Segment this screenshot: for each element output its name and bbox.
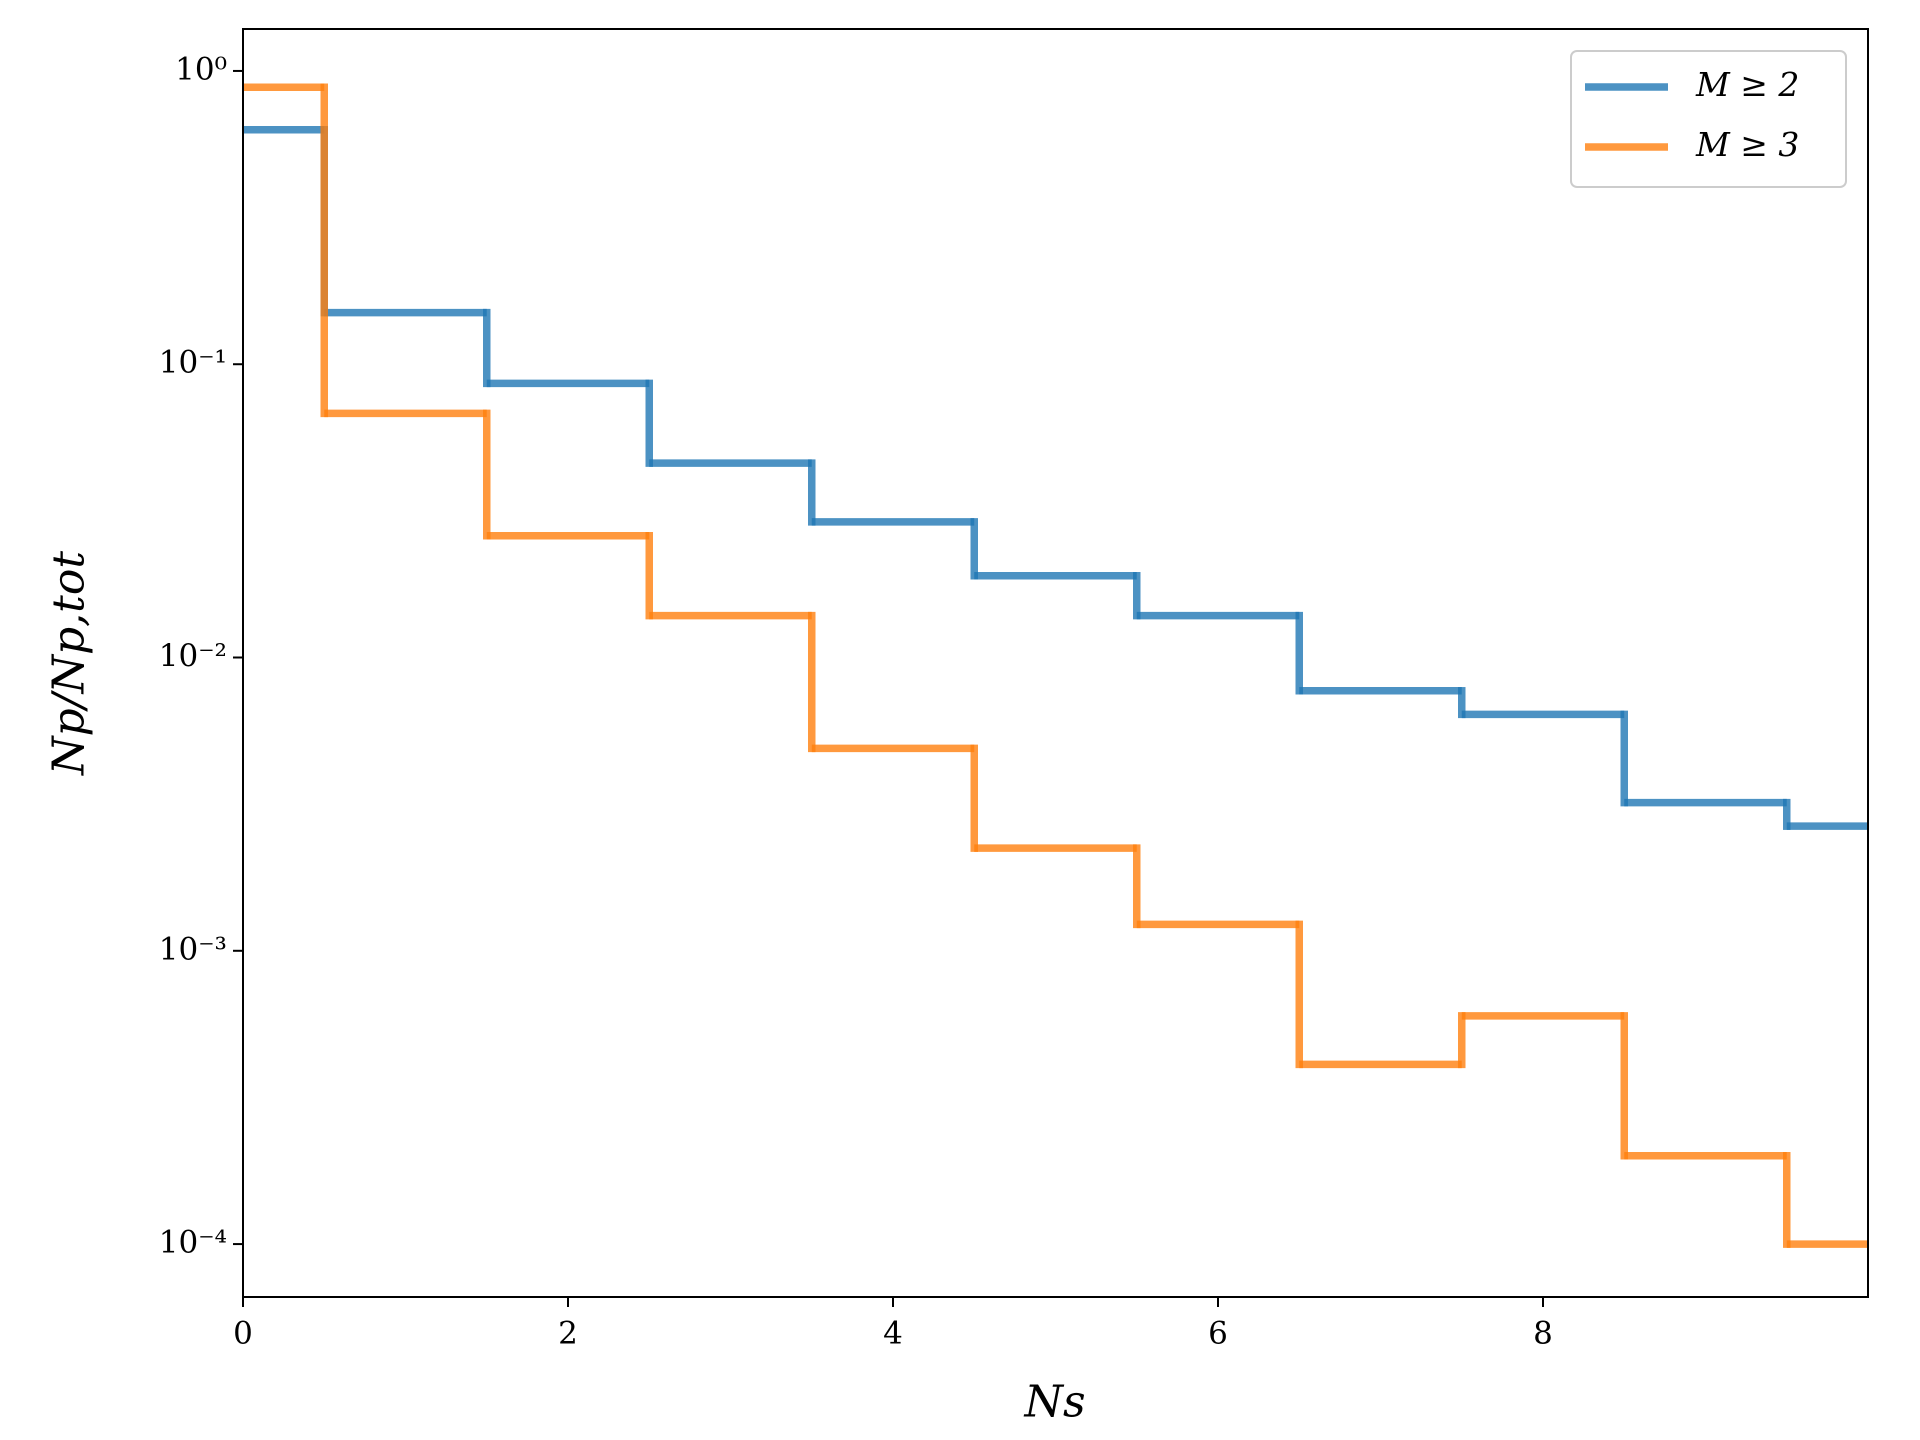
axes-frame [242,28,1869,1298]
x-axis-label: Ns [1023,1377,1085,1428]
legend-label: M ≥ 2 [1695,65,1799,104]
series [243,83,1868,1248]
y-axis-label: Np/Np,tot [44,551,95,776]
x-tick-label: 6 [1208,1316,1228,1352]
y-tick-label: 10⁰ [175,51,227,87]
y-tick-label: 10⁻¹ [159,345,227,381]
x-tick-label: 4 [883,1316,903,1352]
x-tick-label: 8 [1533,1316,1553,1352]
y-tick-label: 10⁻² [159,638,227,674]
y-tick-label: 10⁻⁴ [159,1225,227,1261]
series [243,126,1868,830]
x-tick-label: 0 [233,1316,253,1352]
legend-label: M ≥ 3 [1695,125,1799,164]
x-tick-label: 2 [558,1316,578,1352]
y-tick-label: 10⁻³ [159,931,227,967]
plot-area [243,83,1868,1248]
